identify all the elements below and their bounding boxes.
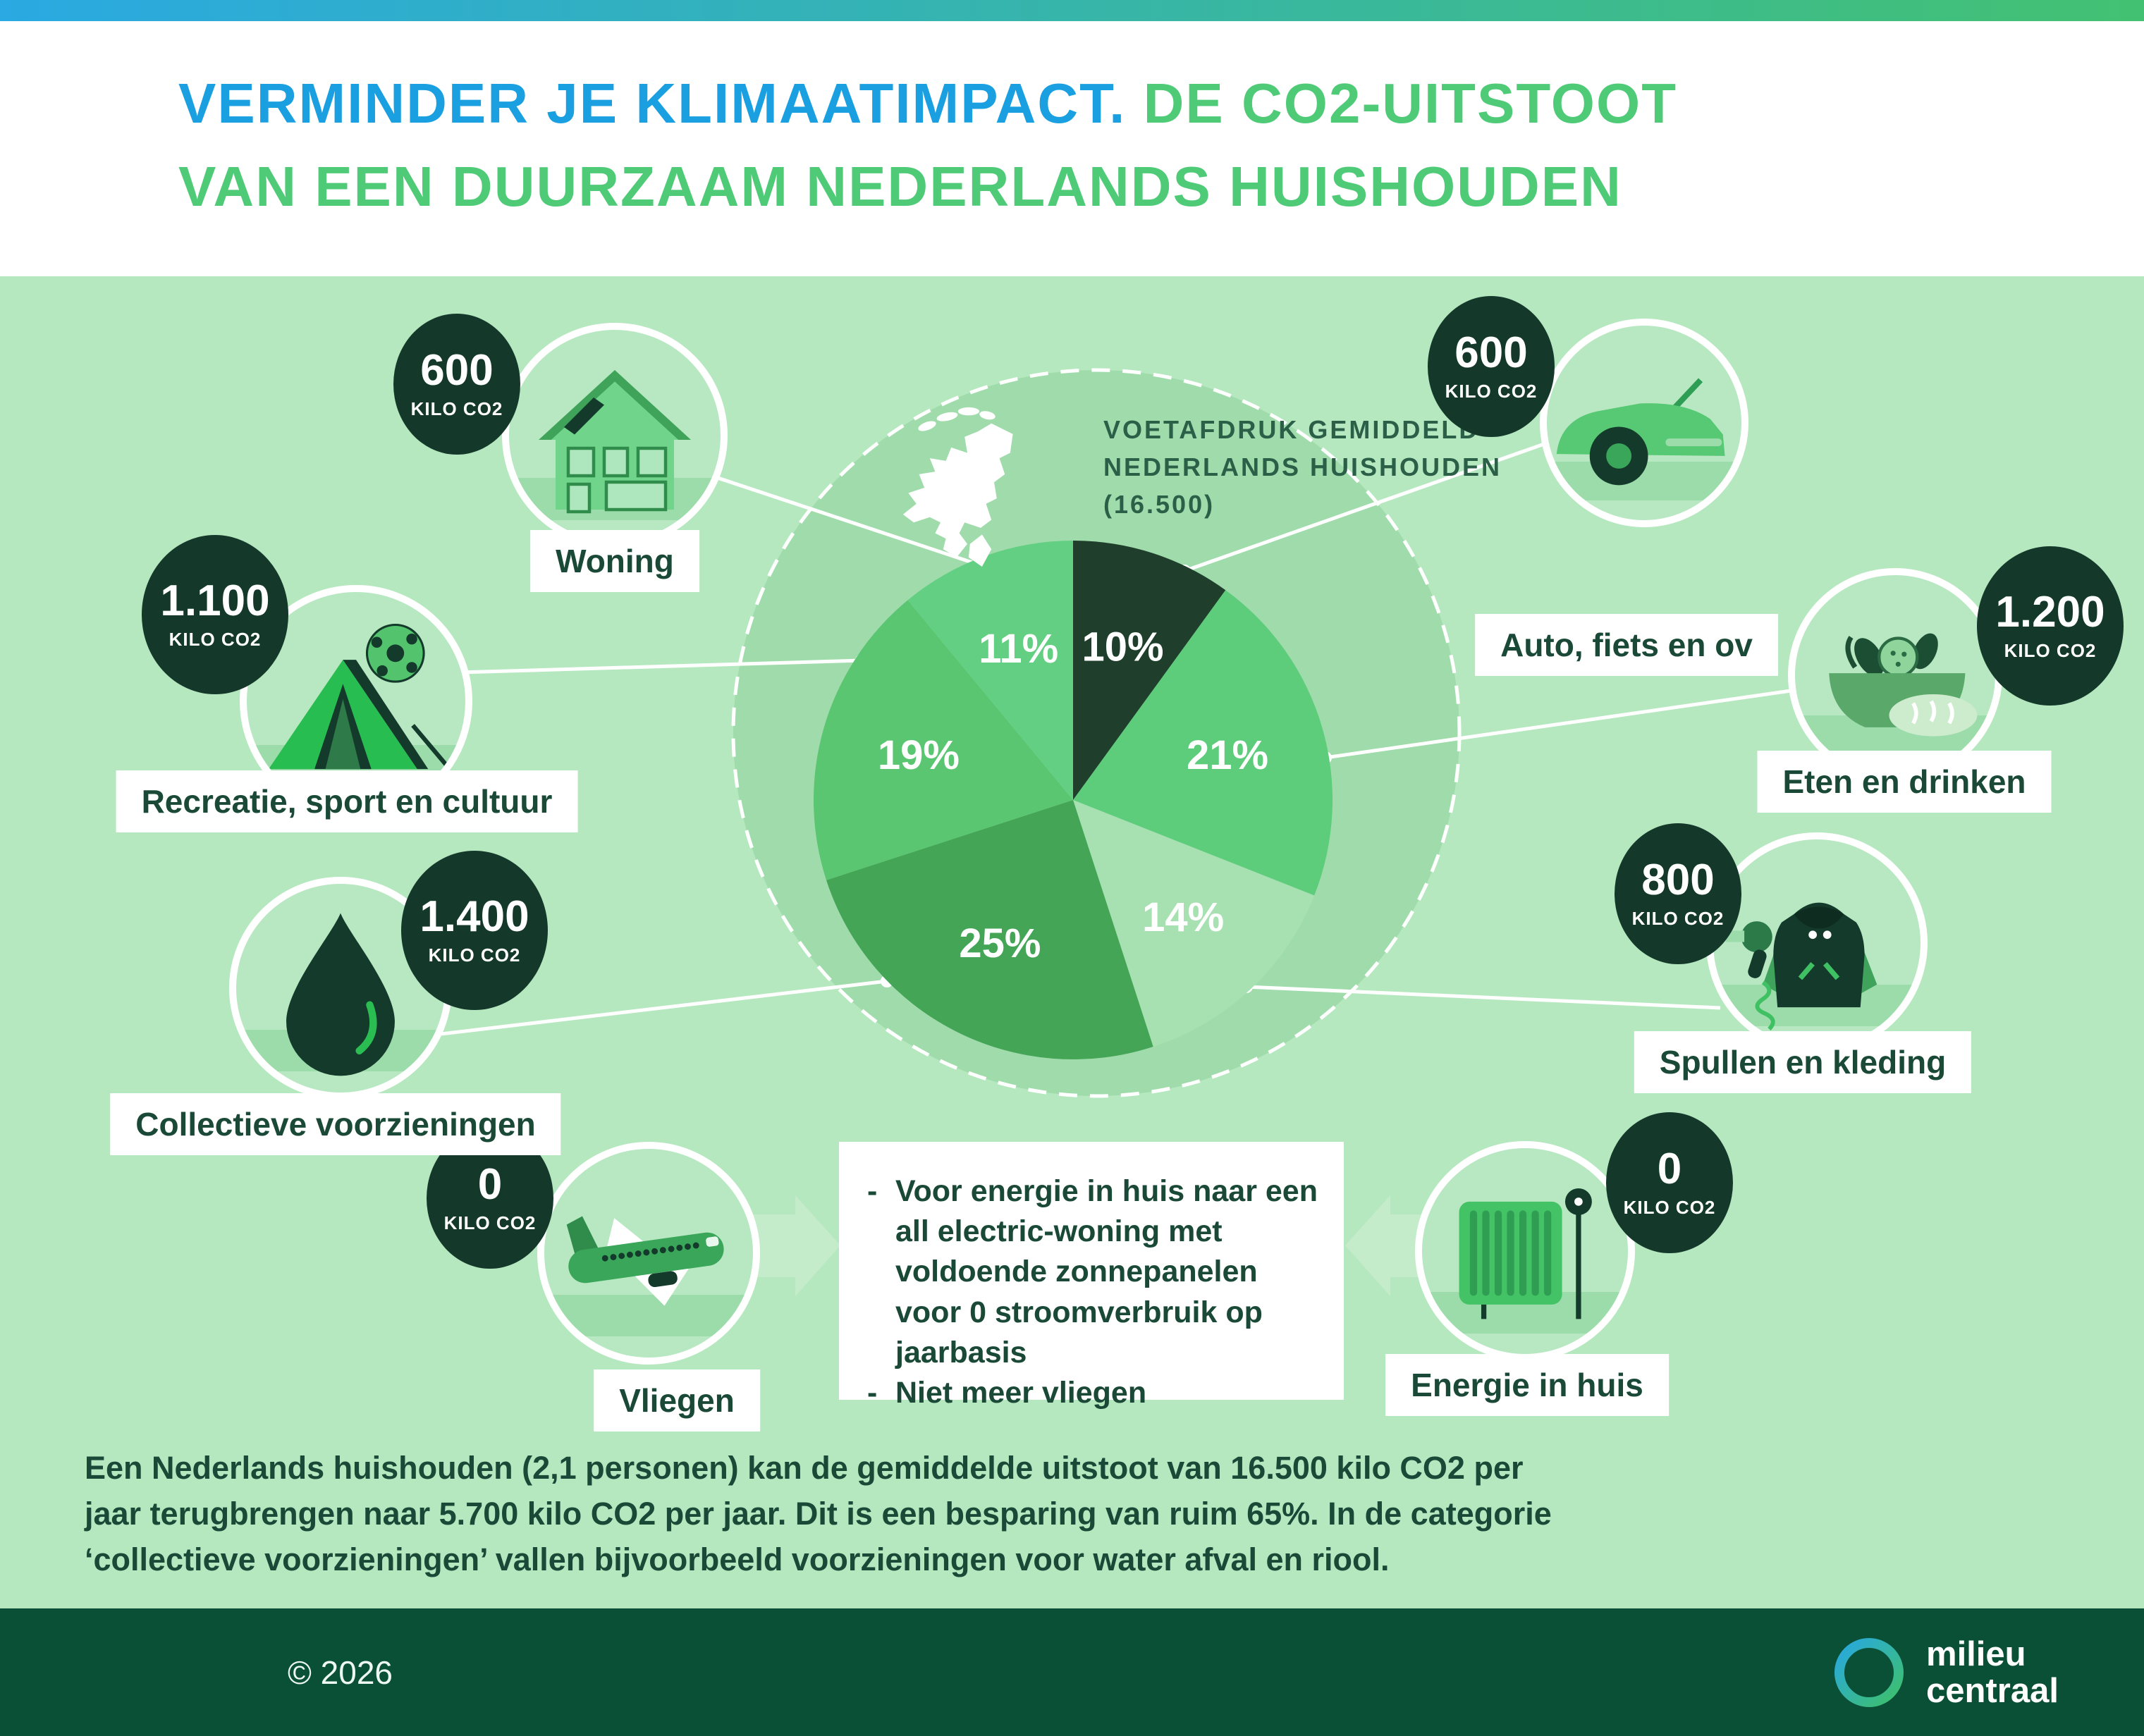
badge-value: 600 [420, 345, 494, 395]
badge-unit: KILO CO2 [1631, 907, 1725, 929]
footnote: Een Nederlands huishouden (2,1 personen)… [85, 1445, 1552, 1582]
co2-badge-collectief: 1.400 KILO CO2 [401, 851, 548, 1010]
connector-collectief [422, 979, 888, 1038]
co2-badge-eten: 1.200 KILO CO2 [1977, 546, 2124, 706]
badge-value: 800 [1641, 855, 1715, 904]
footer: © 2026 milieu centraal [0, 1608, 2144, 1736]
connector-spullen [1246, 985, 1721, 1010]
water-drop-icon [286, 913, 395, 1076]
pie-percent-labels: 10% 21% 14% 25% 19% 11% [878, 624, 1268, 966]
pie-percent-label: 14% [1142, 894, 1224, 940]
badge-unit: KILO CO2 [443, 1212, 537, 1233]
title-line-1: VERMINDER JE KLIMAATIMPACT. DE CO2-UITST… [178, 62, 1677, 145]
top-gradient-bar [0, 0, 2144, 21]
note-line-3: (16.500) [1103, 490, 1215, 519]
pie-percent-label: 25% [959, 921, 1041, 966]
connector-lines [422, 442, 1791, 1038]
connector-recreatie [436, 658, 862, 675]
tent-soccer-icon [269, 623, 450, 770]
co2-badge-auto: 600 KILO CO2 [1428, 296, 1555, 437]
co2-badge-recreatie: 1.100 KILO CO2 [142, 535, 288, 694]
badge-value: 1.400 [419, 892, 529, 941]
badge-unit: KILO CO2 [1623, 1196, 1716, 1218]
clothing-hairdryer-icon [1725, 902, 1877, 1031]
title-part-blue: VERMINDER JE KLIMAATIMPACT. [178, 72, 1127, 135]
pie-percent-label: 10% [1082, 624, 1163, 670]
badge-unit: KILO CO2 [410, 398, 503, 419]
pie-percent-label: 19% [878, 732, 960, 778]
pie-slice-eten-en-drinken [1073, 590, 1333, 896]
pie-percent-label: 11% [979, 626, 1058, 672]
note-line-1: VOETAFDRUK GEMIDDELD [1103, 415, 1480, 444]
pie-chart [814, 541, 1333, 1059]
measure-item: - Niet meer vliegen [867, 1373, 1320, 1413]
badge-unit: KILO CO2 [2004, 639, 2097, 661]
title-part-green: DE CO2-UITSTOOT [1126, 72, 1678, 135]
category-circle-vliegen [537, 1142, 760, 1365]
badge-value: 1.200 [1995, 587, 2105, 636]
pie-slice-auto-fiets-en-ov [1073, 541, 1226, 800]
connector-eten [1325, 689, 1791, 760]
netherlands-map [902, 407, 1013, 567]
co2-badge-spullen: 800 KILO CO2 [1615, 823, 1741, 964]
badge-unit: KILO CO2 [428, 944, 521, 966]
category-label-vliegen: Vliegen [594, 1369, 760, 1432]
bullet-dash: - [867, 1375, 878, 1410]
average-footprint-note: VOETAFDRUK GEMIDDELD NEDERLANDS HUISHOUD… [1103, 411, 1502, 523]
category-label-energie: Energie in huis [1385, 1354, 1669, 1416]
category-label-collectief: Collectieve voorzieningen [110, 1093, 561, 1155]
measure-text-2: Niet meer vliegen [895, 1375, 1147, 1410]
car-icon [1556, 378, 1725, 486]
category-label-auto: Auto, fiets en ov [1475, 614, 1778, 676]
title-line-2: VAN EEN DUURZAAM NEDERLANDS HUISHOUDEN [178, 155, 1622, 218]
pie-percent-label: 21% [1187, 732, 1268, 778]
radiator-icon [1459, 1188, 1592, 1319]
measure-item: - Voor energie in huis naar een all elec… [867, 1171, 1320, 1373]
header: VERMINDER JE KLIMAATIMPACT. DE CO2-UITST… [0, 21, 2144, 276]
footnote-line-2: jaar terugbrengen naar 5.700 kilo CO2 pe… [85, 1496, 1552, 1532]
logo-ring-icon [1834, 1637, 1904, 1707]
measure-text-1: Voor energie in huis naar een all electr… [895, 1174, 1318, 1369]
pie-slice-collectieve-voorzieningen [826, 800, 1153, 1059]
copyright: © 2026 [288, 1654, 393, 1691]
pie-slice-spullen-en-kleding [1073, 800, 1315, 1047]
category-label-woning: Woning [530, 530, 699, 592]
co2-badge-energie: 0 KILO CO2 [1606, 1112, 1733, 1253]
ground [544, 1295, 753, 1337]
badge-value: 600 [1454, 328, 1528, 377]
category-label-recreatie: Recreatie, sport en cultuur [116, 770, 578, 832]
pie-slice-recreatie-sport-en-cultuur [814, 600, 1073, 880]
connector-woning [704, 472, 994, 572]
category-label-eten: Eten en drinken [1757, 751, 2052, 813]
milieu-centraal-logo: milieu centraal [1830, 1608, 2059, 1736]
connector-auto [1184, 442, 1545, 573]
bullet-dash: - [867, 1174, 878, 1208]
logo-line-2: centraal [1926, 1671, 2059, 1710]
badge-unit: KILO CO2 [1445, 380, 1538, 402]
page-title: VERMINDER JE KLIMAATIMPACT. DE CO2-UITST… [178, 62, 1677, 228]
salad-bowl-icon [1829, 633, 1978, 737]
category-circle-energie [1415, 1141, 1635, 1361]
category-label-spullen: Spullen en kleding [1634, 1031, 1972, 1093]
pie-slice-woning [907, 541, 1073, 800]
footnote-line-1: Een Nederlands huishouden (2,1 personen)… [85, 1450, 1524, 1486]
logo-text: milieu centraal [1926, 1636, 2059, 1709]
note-line-2: NEDERLANDS HUISHOUDEN [1103, 453, 1502, 481]
measures-box: - Voor energie in huis naar een all elec… [839, 1142, 1344, 1410]
badge-value: 0 [477, 1159, 503, 1209]
badge-value: 0 [1657, 1144, 1682, 1193]
airplane-icon [566, 1216, 724, 1306]
category-circle-woning [502, 323, 728, 548]
category-circle-spullen [1706, 832, 1928, 1054]
logo-line-1: milieu [1926, 1635, 2026, 1673]
house-icon [539, 370, 691, 514]
co2-badge-woning: 600 KILO CO2 [393, 314, 520, 455]
footnote-line-3: ‘collectieve voorzieningen’ vallen bijvo… [85, 1541, 1390, 1577]
badge-value: 1.100 [160, 576, 270, 625]
category-circle-auto [1540, 319, 1748, 527]
badge-unit: KILO CO2 [169, 628, 262, 650]
